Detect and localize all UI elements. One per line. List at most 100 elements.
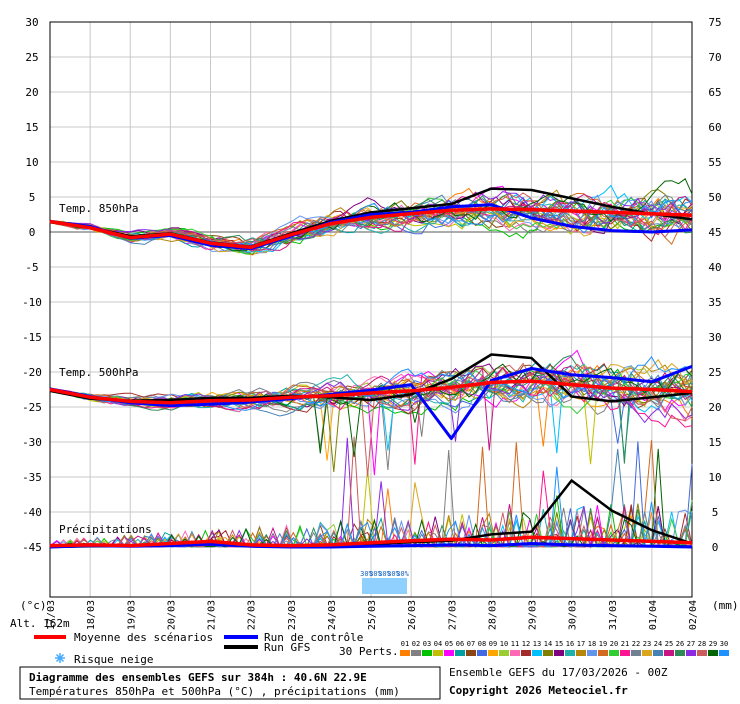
- date-tick-label: 17/03: [46, 600, 57, 630]
- pert-id-label: 14: [544, 640, 552, 648]
- left-tick-label: -45: [22, 541, 42, 554]
- pert-id-label: 07: [467, 640, 475, 648]
- pert-id-label: 03: [423, 640, 431, 648]
- pert-id-label: 02: [412, 640, 420, 648]
- date-axis: 17/03 18/03 19/03 20/03 21/03 22/03 23/03 24/03…: [46, 600, 699, 630]
- left-tick-label: -20: [22, 366, 42, 379]
- pert-color-swatch: [411, 650, 421, 656]
- pert-id-label: 19: [599, 640, 607, 648]
- pert-color-swatch: [455, 650, 465, 656]
- pert-color-swatch: [664, 650, 674, 656]
- right-tick-label: 35: [708, 296, 721, 309]
- left-tick-label: 25: [25, 51, 38, 64]
- pert-id-label: 15: [555, 640, 563, 648]
- perturbation-legend: 01 02 03 04 05 06 07 08 09 10 11 12 13 14 15 16 17 18 19 20…: [400, 640, 729, 656]
- snow-risk-marker: [362, 578, 371, 594]
- pert-color-swatch: [499, 650, 509, 656]
- snow-risk-percent: 30%: [369, 570, 382, 578]
- pert-id-label: 28: [698, 640, 706, 648]
- pert-id-label: 21: [621, 640, 629, 648]
- snow-risk-percent: 30%: [378, 570, 391, 578]
- info-box: [19, 666, 441, 700]
- snow-risk-marker: [389, 578, 398, 594]
- legend-gfs-label: Run GFS: [264, 641, 310, 654]
- right-tick-label: 5: [712, 506, 719, 519]
- right-tick-label: 50: [708, 191, 721, 204]
- date-tick-label: 28/03: [487, 600, 498, 630]
- series-t850-line-0: [49, 207, 693, 250]
- legend-mean-label: Moyenne des scénarios: [74, 631, 213, 644]
- pert-color-swatch: [587, 650, 597, 656]
- legend-snow-label: Risque neige: [74, 653, 153, 666]
- pert-color-swatch: [686, 650, 696, 656]
- pert-color-swatch: [422, 650, 432, 656]
- pert-id-label: 01: [401, 640, 409, 648]
- snow-risk-percent: 30%: [360, 570, 373, 578]
- pert-id-label: 05: [445, 640, 453, 648]
- pert-color-swatch: [642, 650, 652, 656]
- pert-color-swatch: [653, 650, 663, 656]
- pert-color-swatch: [719, 650, 729, 656]
- pert-id-label: 25: [665, 640, 673, 648]
- pert-color-swatch: [477, 650, 487, 656]
- left-tick-label: -25: [22, 401, 42, 414]
- date-tick-label: 23/03: [287, 600, 298, 630]
- pert-color-swatch: [708, 650, 718, 656]
- right-tick-label: 25: [708, 366, 721, 379]
- left-tick-label: -15: [22, 331, 42, 344]
- left-tick-label: -5: [25, 261, 38, 274]
- date-tick-label: 22/03: [247, 600, 258, 630]
- pert-color-swatch: [576, 650, 586, 656]
- pert-color-swatch: [631, 650, 641, 656]
- left-tick-label: 0: [29, 226, 36, 239]
- pert-color-swatch: [488, 650, 498, 656]
- series-t500-line-0: [49, 379, 693, 405]
- date-tick-label: 18/03: [86, 600, 97, 630]
- pert-color-swatch: [444, 650, 454, 656]
- pert-color-swatch: [543, 650, 553, 656]
- left-axis-ticks: 30 25 20 15 10 5 0 -5 -10 -15 -20 -25 -30 -35 -40 -45: [22, 16, 42, 554]
- right-tick-label: 0: [712, 541, 719, 554]
- pert-color-swatch: [697, 650, 707, 656]
- pert-color-swatch: [609, 650, 619, 656]
- pert-id-label: 26: [676, 640, 684, 648]
- right-tick-label: 30: [708, 331, 721, 344]
- pert-id-label: 24: [654, 640, 662, 648]
- snow-markers: 30%30%30%30%30%: [360, 570, 410, 594]
- series-precip-line-0: [49, 535, 693, 548]
- copyright: Copyright 2026 Meteociel.fr: [449, 684, 628, 697]
- perturbations-count: 30 Perts.: [339, 645, 399, 658]
- pert-color-swatch: [620, 650, 630, 656]
- pert-color-swatch: [466, 650, 476, 656]
- series-t500-line-1: [49, 364, 693, 440]
- pert-color-swatch: [565, 650, 575, 656]
- pert-id-label: 29: [709, 640, 717, 648]
- date-tick-label: 21/03: [207, 600, 218, 630]
- ensemble-date: Ensemble GEFS du 17/03/2026 - 00Z: [449, 666, 668, 679]
- pert-id-label: 18: [588, 640, 596, 648]
- left-tick-label: 20: [25, 86, 38, 99]
- date-tick-label: 02/04: [688, 600, 699, 630]
- snowflake-icon: [55, 653, 65, 663]
- right-tick-label: 70: [708, 51, 721, 64]
- pert-color-swatch: [598, 650, 608, 656]
- right-tick-label: 65: [708, 86, 721, 99]
- pert-color-swatch: [521, 650, 531, 656]
- pert-t500-line: [49, 375, 693, 442]
- left-tick-label: 5: [29, 191, 36, 204]
- pert-color-swatch: [400, 650, 410, 656]
- snow-risk-marker: [380, 578, 389, 594]
- pert-id-label: 16: [566, 640, 574, 648]
- right-tick-label: 40: [708, 261, 721, 274]
- right-tick-label: 10: [708, 471, 721, 484]
- left-tick-label: 15: [25, 121, 38, 134]
- right-tick-label: 20: [708, 401, 721, 414]
- left-tick-label: -30: [22, 436, 42, 449]
- series-t500-line-2: [49, 353, 693, 403]
- pert-id-label: 22: [632, 640, 640, 648]
- date-tick-label: 24/03: [327, 600, 338, 630]
- plot-frame: [49, 21, 693, 598]
- left-tick-label: 10: [25, 156, 38, 169]
- main-lines: [49, 187, 693, 549]
